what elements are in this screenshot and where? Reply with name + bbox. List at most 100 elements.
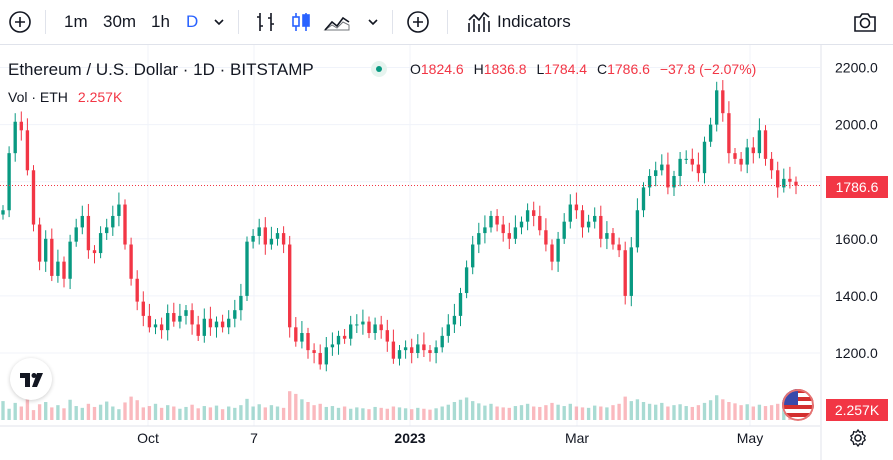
volume-legend[interactable]: Vol · ETH 2.257K xyxy=(8,89,122,105)
volume-bar xyxy=(251,406,255,420)
candle-body xyxy=(440,335,444,348)
candle-body xyxy=(507,233,511,239)
volume-bar xyxy=(593,405,597,420)
candle-body xyxy=(763,130,768,159)
candle-body xyxy=(275,233,280,239)
volume-bar xyxy=(184,406,188,420)
volume-bar xyxy=(507,407,511,420)
volume-bar xyxy=(56,405,60,420)
candle-body xyxy=(727,113,731,154)
volume-bar xyxy=(153,403,158,420)
interval-30m[interactable]: 30m xyxy=(103,12,137,31)
volume-bar xyxy=(684,406,688,420)
volume-bar xyxy=(245,398,249,420)
volume-bar xyxy=(166,405,170,420)
candle-body xyxy=(147,315,152,328)
indicators-icon[interactable] xyxy=(466,9,492,35)
volume-bar xyxy=(373,406,377,420)
candle-body xyxy=(68,241,72,279)
candle-body xyxy=(129,244,133,279)
candle-body xyxy=(635,210,640,248)
last-price-tag: 1786.6 xyxy=(826,176,888,198)
volume-bar xyxy=(7,408,11,420)
volume-bar xyxy=(13,402,17,420)
candle-body xyxy=(31,170,36,225)
candle-body xyxy=(379,324,383,331)
volume-bar xyxy=(330,406,335,420)
indicators-button[interactable]: Indicators xyxy=(497,12,571,31)
volume-bar xyxy=(239,405,243,420)
time-tick-label: 2023 xyxy=(394,430,425,446)
volume-bar xyxy=(489,403,493,420)
candle-body xyxy=(312,350,316,353)
candle-body xyxy=(702,141,707,174)
candle-body xyxy=(605,233,609,239)
volume-bar xyxy=(641,402,646,420)
volume-bar xyxy=(147,406,152,420)
candle-body xyxy=(733,153,737,159)
volume-bar xyxy=(519,405,524,420)
volume-bar xyxy=(105,401,109,420)
volume-bar xyxy=(580,407,585,420)
tradingview-logo-icon[interactable] xyxy=(10,358,52,400)
price-tick-label: 2200.0 xyxy=(835,60,878,76)
candle-body xyxy=(117,204,121,216)
candle-body xyxy=(544,230,548,245)
volume-bar xyxy=(654,404,658,420)
interval-1m[interactable]: 1m xyxy=(64,12,88,31)
candles-chart-type-icon[interactable] xyxy=(289,10,313,34)
candle-body xyxy=(214,321,219,328)
toolbar-separator xyxy=(45,10,46,34)
interval-1h[interactable]: 1h xyxy=(151,12,170,31)
volume-bar xyxy=(422,408,426,420)
volume-bar xyxy=(495,406,499,420)
volume-bar xyxy=(98,404,103,420)
interval-d[interactable]: D xyxy=(186,12,199,31)
volume-bar xyxy=(702,402,707,420)
close-key: C xyxy=(596,61,608,77)
area-chart-type-icon[interactable] xyxy=(323,10,351,34)
candle-body xyxy=(202,318,206,336)
symbol-title[interactable]: Ethereum / U.S. Dollar · 1D · BITSTAMP xyxy=(8,60,314,79)
candle-body xyxy=(446,324,450,336)
settings-gear-icon[interactable] xyxy=(848,428,868,448)
volume-bar xyxy=(471,401,475,420)
bars-chart-type-icon[interactable] xyxy=(254,10,278,34)
candle-body xyxy=(257,227,261,236)
candle-body xyxy=(56,261,60,276)
candle-body xyxy=(355,324,359,326)
candle-body xyxy=(586,221,591,228)
us-flag-icon[interactable] xyxy=(782,389,814,421)
volume-bar xyxy=(647,403,652,420)
volume-bar xyxy=(62,408,66,420)
candle-body xyxy=(574,204,579,211)
volume-bar xyxy=(227,406,231,420)
candle-body xyxy=(580,210,585,228)
volume-bar xyxy=(312,405,316,420)
candle-body xyxy=(172,313,176,322)
volume-bar xyxy=(379,407,383,420)
candle-body xyxy=(98,233,103,254)
compare-add-icon[interactable] xyxy=(406,10,430,34)
candle-body xyxy=(416,344,420,353)
volume-bar xyxy=(562,406,566,420)
close-value: 1786.6 xyxy=(607,61,650,77)
candle-body xyxy=(562,221,566,239)
candle-body xyxy=(788,178,792,182)
low-value: 1784.4 xyxy=(544,61,588,77)
camera-icon[interactable] xyxy=(852,10,878,34)
candle-body xyxy=(50,238,54,276)
volume-bar xyxy=(532,406,536,420)
add-symbol-icon[interactable] xyxy=(8,10,32,34)
chart-type-dropdown-chevron-icon[interactable] xyxy=(366,15,380,29)
volume-bar xyxy=(611,405,615,420)
interval-dropdown-chevron-icon[interactable] xyxy=(212,15,226,29)
candle-body xyxy=(690,158,694,165)
volume-bar xyxy=(355,407,359,420)
volume-bar xyxy=(483,405,487,420)
candle-body xyxy=(776,170,780,188)
candle-body xyxy=(611,233,615,245)
open-value: 1824.6 xyxy=(420,61,464,77)
volume-bar xyxy=(281,407,286,420)
